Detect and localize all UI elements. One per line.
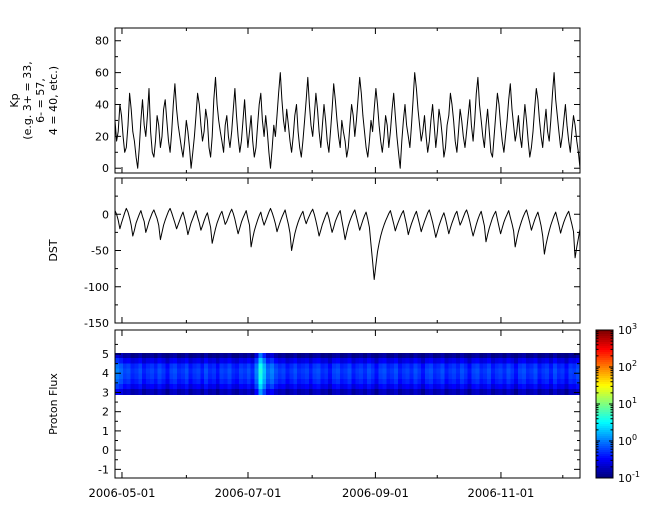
y-tick-label: 1 [102, 425, 109, 438]
colorbar-tick-label: 103 [618, 322, 637, 337]
dst-series-line [114, 207, 581, 280]
colorbar-tick-label: 102 [618, 359, 637, 374]
y-tick-label: 40 [95, 98, 109, 111]
colorbar-tick-label: 10-1 [618, 470, 640, 485]
proton-heatmap [115, 353, 581, 395]
y-tick-label: 80 [95, 35, 109, 48]
x-tick-label: 2006-09-01 [342, 486, 409, 500]
y-tick-label: 3 [102, 386, 109, 399]
kp-series-line [114, 72, 581, 169]
y-tick-label: 4 [102, 367, 109, 380]
colorbar-tick-label: 100 [618, 433, 637, 448]
y-tick-label: -50 [91, 245, 109, 258]
y-tick-label: 20 [95, 130, 109, 143]
y-axis-label: Proton Flux [47, 373, 60, 435]
y-tick-label: 0 [102, 444, 109, 457]
y-tick-label: 2 [102, 406, 109, 419]
y-tick-label: 0 [102, 162, 109, 175]
x-axis-labels: 2006-05-01 2006-07-01 2006-09-01 2006-11-01 [89, 486, 535, 500]
y-axis-label: 6- = 57, [34, 78, 47, 123]
kp-panel: 0 20 40 60 80 Kp (e.g. 3+ = 33, 6- = 57, 4 = 40,… [8, 27, 581, 175]
colorbar: 103 102 101 100 10-1 [595, 322, 640, 485]
x-tick-label: 2006-11-01 [468, 486, 535, 500]
colorbar-tick-label: 101 [618, 396, 637, 411]
y-tick-label: 5 [102, 348, 109, 361]
y-tick-label: -150 [84, 317, 109, 330]
y-axis-label: (e.g. 3+ = 33, [21, 61, 34, 139]
y-tick-label: -1 [98, 463, 109, 476]
proton-flux-panel: 5 4 3 2 1 0 -1 Proton Flux [47, 329, 581, 479]
y-axis-label: DST [47, 239, 60, 261]
y-tick-label: 60 [95, 67, 109, 80]
y-tick-label: -100 [84, 281, 109, 294]
y-axis-label: Kp [8, 93, 21, 107]
dst-panel: 0 -50 -100 -150 DST [47, 177, 581, 330]
x-tick-label: 2006-05-01 [89, 486, 156, 500]
x-tick-label: 2006-07-01 [215, 486, 282, 500]
y-tick-label: 0 [102, 208, 109, 221]
y-axis-label: 4 = 40, etc.) [47, 66, 60, 135]
